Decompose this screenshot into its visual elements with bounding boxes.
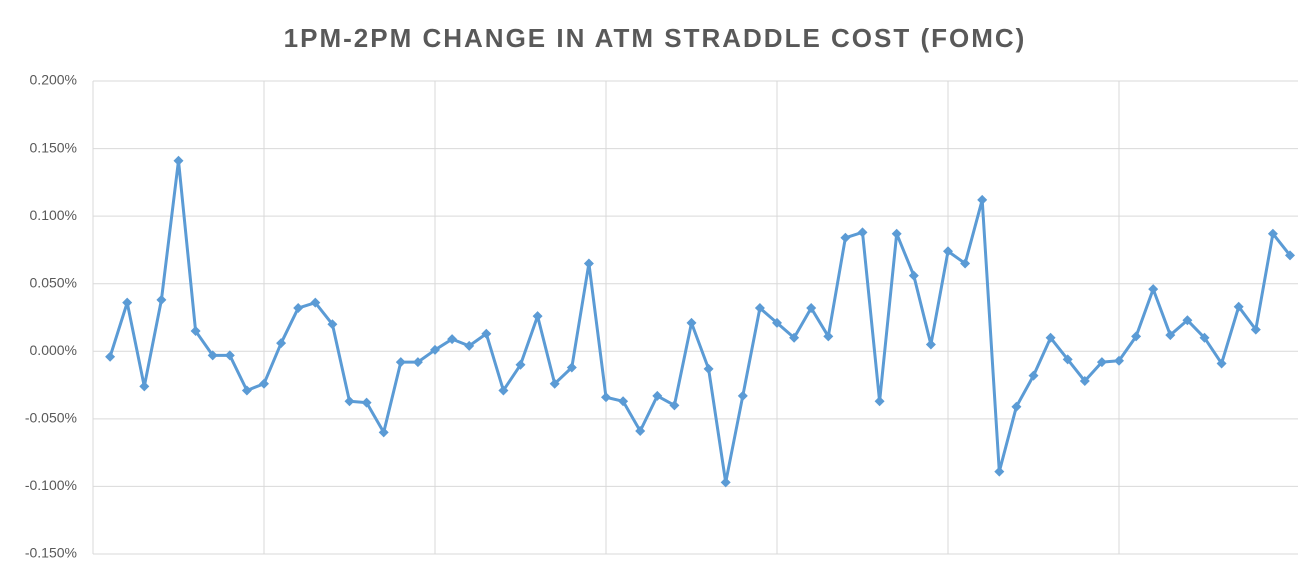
marker <box>823 331 834 342</box>
marker <box>310 297 321 308</box>
marker <box>737 390 748 401</box>
y-tick-label: -0.050% <box>25 410 77 426</box>
marker <box>583 258 594 269</box>
y-tick-label: -0.150% <box>25 545 77 561</box>
chart-title: 1PM-2PM CHANGE IN ATM STRADDLE COST (FOM… <box>284 23 1027 53</box>
marker <box>224 350 235 361</box>
marker <box>1079 376 1090 387</box>
marker <box>840 232 851 243</box>
marker <box>190 326 201 337</box>
marker <box>652 390 663 401</box>
marker <box>1182 315 1193 326</box>
marker <box>498 385 509 396</box>
marker <box>1062 354 1073 365</box>
y-tick-label: -0.100% <box>25 477 77 493</box>
marker <box>960 258 971 269</box>
marker <box>601 392 611 403</box>
series-line <box>108 159 1292 484</box>
marker <box>720 477 731 488</box>
marker <box>447 334 458 345</box>
marker <box>806 303 817 314</box>
marker <box>669 400 680 411</box>
marker <box>293 303 304 314</box>
marker <box>1131 331 1142 342</box>
marker <box>686 317 697 328</box>
marker <box>1165 330 1176 341</box>
marker <box>566 362 577 373</box>
marker <box>344 396 355 407</box>
marker <box>1114 355 1124 366</box>
marker <box>139 381 150 392</box>
marker <box>703 363 714 374</box>
y-tick-label: 0.200% <box>30 72 77 88</box>
y-tick-label: 0.050% <box>30 274 77 290</box>
marker <box>1216 358 1227 369</box>
marker <box>1011 401 1022 412</box>
marker <box>207 350 218 361</box>
marker <box>1233 301 1244 312</box>
marker <box>925 339 936 350</box>
marker <box>327 319 338 330</box>
marker <box>1045 332 1056 343</box>
marker <box>1028 370 1039 381</box>
marker <box>430 344 440 355</box>
y-tick-label: 0.150% <box>30 139 77 155</box>
marker <box>259 378 269 389</box>
marker <box>241 385 252 396</box>
marker <box>464 340 475 351</box>
marker <box>754 303 765 314</box>
marker <box>1199 332 1210 343</box>
marker <box>1096 357 1107 368</box>
marker <box>156 294 167 305</box>
marker <box>173 155 184 166</box>
marker <box>361 397 372 408</box>
marker <box>1250 324 1261 335</box>
marker <box>481 328 492 339</box>
marker <box>772 317 782 328</box>
marker <box>1148 284 1159 295</box>
marker <box>395 357 406 368</box>
marker <box>378 427 389 438</box>
marker <box>532 311 543 322</box>
marker <box>122 297 133 308</box>
marker <box>1267 228 1278 239</box>
marker <box>105 351 116 362</box>
marker <box>549 378 560 389</box>
y-tick-label: 0.000% <box>30 342 77 358</box>
marker <box>635 426 646 437</box>
marker <box>908 270 919 281</box>
marker <box>994 466 1005 477</box>
marker <box>977 194 988 205</box>
marker <box>874 396 885 407</box>
marker <box>618 396 629 407</box>
marker <box>789 332 800 343</box>
marker <box>943 246 953 257</box>
marker <box>276 338 287 349</box>
marker <box>891 228 902 239</box>
marker <box>1285 250 1295 261</box>
y-tick-label: 0.100% <box>30 207 77 223</box>
marker <box>857 227 868 238</box>
marker <box>515 359 526 370</box>
marker <box>412 357 423 368</box>
